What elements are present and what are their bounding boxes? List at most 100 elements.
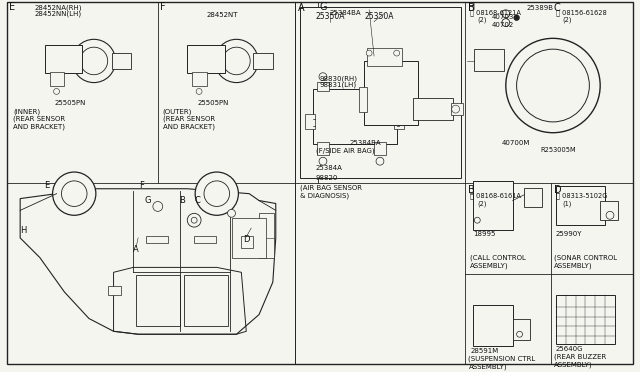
Circle shape [502,10,509,18]
Text: 98831(LH): 98831(LH) [320,81,357,88]
Text: 28591M: 28591M [470,348,499,354]
Bar [45,45,82,73]
Text: (OUTER)
(REAR SENSOR
AND BRACKET): (OUTER) (REAR SENSOR AND BRACKET) [163,108,215,129]
Text: (SONAR CONTROL
ASSEMBLY): (SONAR CONTROL ASSEMBLY) [554,254,617,269]
Circle shape [223,47,250,75]
Circle shape [61,181,87,206]
Text: Ⓢ 08168-6161A: Ⓢ 08168-6161A [470,193,522,199]
Circle shape [153,202,163,211]
Text: 25505PN: 25505PN [197,100,228,106]
Text: A: A [133,245,139,254]
Bar [367,48,401,66]
Bar [600,201,618,220]
Text: 40703: 40703 [492,14,515,20]
Text: 25640G: 25640G [556,346,584,352]
Bar [524,188,542,208]
Text: H: H [468,2,476,12]
Bar [232,218,266,257]
Text: C: C [194,196,200,205]
Text: E: E [44,181,49,190]
Circle shape [394,50,399,56]
Text: C: C [554,3,561,13]
Text: 98820: 98820 [315,175,337,181]
Text: Ⓢ 08168-6121A: Ⓢ 08168-6121A [470,10,522,16]
Text: 25990Y: 25990Y [556,231,582,237]
Bar [146,236,168,243]
Text: A: A [298,3,305,13]
Circle shape [215,39,258,83]
Circle shape [188,213,201,227]
Text: 18995: 18995 [474,231,496,237]
Text: 25384BA: 25384BA [349,140,381,145]
Circle shape [474,217,480,223]
Circle shape [516,49,589,122]
Bar [317,142,329,155]
Bar [359,87,367,112]
Text: 98830(RH): 98830(RH) [320,76,358,82]
Text: 25384BA: 25384BA [330,10,362,16]
Circle shape [319,73,327,81]
Circle shape [514,15,519,20]
Circle shape [195,172,239,215]
Bar [313,89,397,144]
Bar [364,61,419,125]
Bar [317,81,329,92]
Circle shape [196,89,202,94]
Circle shape [54,89,60,94]
Text: G: G [320,2,328,12]
Text: H: H [20,225,26,234]
Bar [394,114,404,129]
Text: 25505PN: 25505PN [54,100,86,106]
Text: (SUSPENSION CTRL
ASSEMBLY): (SUSPENSION CTRL ASSEMBLY) [468,356,536,370]
Bar [50,72,65,86]
Circle shape [452,105,460,113]
Bar [474,181,513,230]
Text: 28452NN(LH): 28452NN(LH) [35,11,82,17]
Bar [300,7,461,178]
Text: G: G [145,196,151,205]
Circle shape [204,181,230,206]
Circle shape [516,331,522,337]
Text: 25350A: 25350A [364,12,394,21]
Text: B: B [179,196,186,205]
Bar [305,114,315,129]
Text: R253005M: R253005M [540,147,575,154]
Text: (CALL CONTROL
ASSEMBLY): (CALL CONTROL ASSEMBLY) [470,254,526,269]
Bar [513,318,531,340]
Bar [111,53,131,69]
Text: 28452NA(RH): 28452NA(RH) [35,5,83,12]
Text: (AIR BAG SENSOR
& DIAGNOSIS): (AIR BAG SENSOR & DIAGNOSIS) [300,185,362,199]
Text: E: E [10,2,15,12]
Circle shape [80,47,108,75]
Text: 25389B: 25389B [527,5,554,11]
Text: Ⓢ 08313-5102G: Ⓢ 08313-5102G [556,193,607,199]
Text: (2): (2) [477,17,487,23]
Text: Ⓢ 08156-61628: Ⓢ 08156-61628 [556,10,607,16]
Text: 25384A: 25384A [315,165,342,171]
Text: B: B [468,3,475,13]
Bar [184,275,228,326]
Text: D: D [243,235,250,244]
Text: (INNER)
(REAR SENSOR
AND BRACKET): (INNER) (REAR SENSOR AND BRACKET) [13,108,65,129]
Circle shape [606,211,614,219]
Bar [374,142,386,155]
Text: 40700M: 40700M [502,140,531,145]
Text: D: D [554,185,561,195]
Circle shape [376,73,384,81]
Circle shape [319,157,327,165]
Bar [136,275,180,326]
Text: F: F [139,181,143,190]
Text: (2): (2) [563,17,572,23]
Bar [374,81,386,92]
Bar [556,295,615,344]
Bar [241,236,253,248]
Bar [192,72,207,86]
Bar [108,286,122,295]
Bar [188,45,225,73]
Bar [474,49,504,71]
Bar [556,186,605,225]
Text: (2): (2) [477,201,487,207]
Bar [474,305,513,346]
Circle shape [366,50,372,56]
Text: (REAR BUZZER
ASSEMBLY): (REAR BUZZER ASSEMBLY) [554,354,606,368]
